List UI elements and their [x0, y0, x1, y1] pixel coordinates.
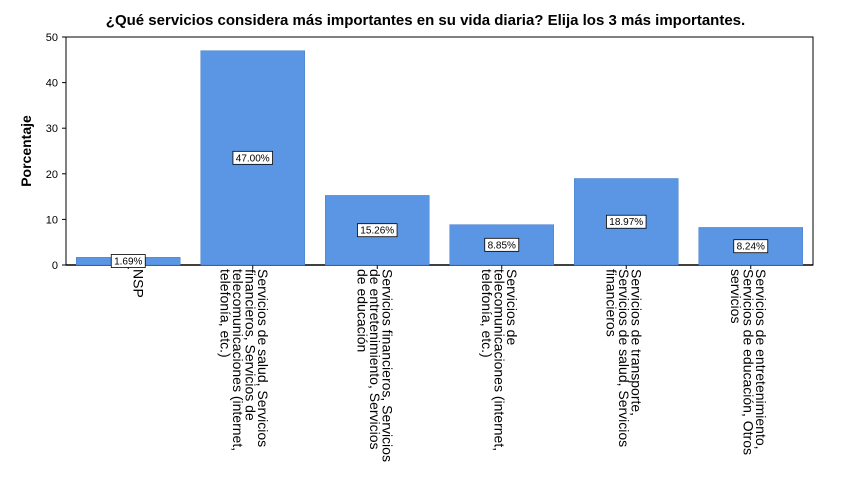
- category-label-line: telefonía, etc.): [479, 269, 495, 358]
- y-axis-label: Porcentaje: [18, 115, 34, 187]
- category-label-line: NSP: [130, 269, 146, 298]
- y-tick-label: 30: [46, 123, 58, 135]
- data-label: 15.26%: [360, 226, 394, 237]
- category-label-line: Servicios de salud, Servicios: [255, 269, 271, 447]
- y-tick-label: 40: [46, 78, 58, 90]
- data-label: 8.24%: [737, 242, 765, 253]
- category-label-line: Servicios de salud, Servicios: [616, 269, 632, 447]
- data-label-box: [357, 223, 398, 238]
- category-label-line: de entretenimiento, Servicios: [367, 269, 383, 450]
- category-label-line: financieros, Servicios de: [242, 269, 258, 421]
- category-label: Servicios de salud, Serviciosfinancieros…: [217, 269, 271, 451]
- data-label-box: [110, 254, 146, 268]
- category-label-line: servicios: [728, 269, 744, 323]
- category-label-line: Servicios de educación, Otros: [740, 269, 756, 455]
- chart-title: ¿Qué servicios considera más importantes…: [105, 12, 746, 29]
- category-label-line: de educación: [354, 269, 370, 352]
- category-label: NSP: [130, 269, 146, 298]
- category-label-line: Servicios de entretenimiento,: [753, 269, 769, 450]
- category-labels: NSP Servicios de salud, Serviciosfinancie…: [130, 269, 769, 462]
- category-label: Servicios de entretenimiento,Servicios d…: [728, 269, 769, 455]
- axes: 0 10 20 30 40 50: [46, 32, 814, 272]
- data-label-box: [232, 150, 273, 165]
- y-tick-label: 50: [46, 32, 58, 44]
- data-labels: 1.69% 47.00% 15.26% 8.85% 18.97% 8.24%: [110, 150, 769, 268]
- category-label-line: telecomunicaciones (internet,: [491, 269, 507, 451]
- data-label-box: [606, 214, 647, 229]
- category-label-line: financieros: [603, 269, 619, 337]
- bars: [76, 50, 803, 266]
- category-label-line: Servicios financieros, Servicios: [379, 269, 395, 462]
- data-label: 18.97%: [609, 217, 643, 228]
- category-label: Servicios de transporte,Servicios de sal…: [603, 269, 644, 447]
- category-label-line: Servicios de: [504, 269, 520, 345]
- category-label-line: telecomunicaciones (internet,: [230, 269, 246, 451]
- data-label-box: [484, 237, 520, 252]
- data-label-box: [733, 239, 769, 254]
- category-label-line: Servicios de transporte,: [628, 269, 644, 416]
- data-label: 8.85%: [488, 240, 516, 251]
- data-label: 1.69%: [114, 257, 142, 268]
- y-tick-label: 10: [46, 214, 58, 226]
- category-label-line: telefonía, etc.): [217, 269, 233, 358]
- y-tick-label: 20: [46, 169, 58, 181]
- data-label: 47.00%: [236, 153, 270, 164]
- y-tick-label: 0: [52, 260, 58, 272]
